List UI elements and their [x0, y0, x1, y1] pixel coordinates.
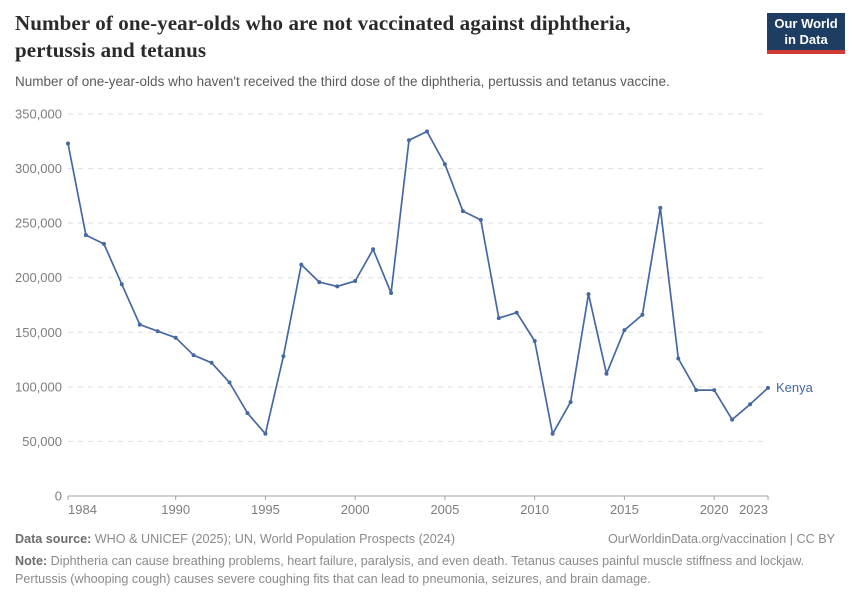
x-axis-tick-label: 2005	[430, 502, 459, 517]
data-point[interactable]	[694, 388, 699, 393]
data-point[interactable]	[676, 356, 681, 361]
data-point[interactable]	[371, 247, 376, 252]
data-point[interactable]	[730, 417, 735, 422]
data-point[interactable]	[766, 385, 770, 390]
y-axis-tick-label: 150,000	[15, 325, 62, 340]
x-axis-tick-label: 2010	[520, 502, 549, 517]
y-axis-tick-label: 300,000	[15, 161, 62, 176]
data-point[interactable]	[353, 279, 358, 283]
data-source-label: Data source:	[15, 532, 92, 546]
page-title-line1: Number of one-year-olds who are not vacc…	[15, 11, 631, 35]
data-point[interactable]	[66, 141, 70, 146]
data-point[interactable]	[281, 354, 286, 359]
note-label: Note:	[15, 553, 48, 568]
data-point[interactable]	[119, 282, 124, 287]
x-axis-tick-label: 1990	[161, 502, 190, 517]
data-point[interactable]	[407, 138, 411, 143]
page-title-line2: pertussis and tetanus	[15, 37, 207, 62]
data-point[interactable]	[245, 411, 250, 416]
data-source: Data source: WHO & UNICEF (2025); UN, Wo…	[15, 531, 455, 549]
attribution-link[interactable]: OurWorldinData.org/vaccination | CC BY	[607, 532, 835, 546]
data-point[interactable]	[263, 431, 268, 436]
data-point[interactable]	[478, 217, 483, 222]
data-point[interactable]	[83, 233, 88, 238]
y-axis-tick-label: 200,000	[15, 270, 62, 285]
x-axis-tick-label: 1984	[68, 502, 97, 517]
data-point[interactable]	[101, 241, 106, 246]
data-point[interactable]	[442, 162, 447, 167]
chart-footer: Data source: WHO & UNICEF (2025); UN, Wo…	[15, 531, 835, 589]
note-text: Diphtheria can cause breathing problems,…	[15, 553, 805, 586]
data-point[interactable]	[712, 388, 717, 393]
data-point[interactable]	[209, 360, 214, 365]
data-source-text: WHO & UNICEF (2025); UN, World Populatio…	[91, 532, 456, 546]
data-point[interactable]	[568, 400, 573, 405]
data-point[interactable]	[550, 431, 555, 436]
x-axis-tick-label: 2000	[341, 502, 370, 517]
owid-logo-line1: Our World	[774, 16, 838, 31]
data-point[interactable]	[137, 322, 142, 327]
data-point[interactable]	[532, 339, 537, 343]
data-point[interactable]	[514, 310, 519, 315]
x-axis-tick-label: 1995	[251, 502, 280, 517]
x-axis-tick-label: 2023	[739, 502, 768, 517]
series-line[interactable]	[67, 130, 769, 435]
data-point[interactable]	[496, 316, 501, 321]
data-point[interactable]	[586, 292, 591, 297]
data-point[interactable]	[299, 262, 304, 267]
x-axis-tick-label: 2015	[610, 502, 639, 517]
data-point[interactable]	[389, 291, 394, 295]
y-axis-tick-label: 50,000	[22, 434, 62, 449]
data-point[interactable]	[748, 402, 753, 407]
chart-note: Note: Diphtheria can cause breathing pro…	[15, 553, 835, 589]
y-axis-tick-label: 100,000	[15, 379, 62, 394]
y-axis-tick-label: 350,000	[15, 107, 62, 122]
data-point[interactable]	[227, 380, 232, 385]
data-point[interactable]	[640, 312, 645, 317]
data-point[interactable]	[425, 129, 429, 134]
data-point[interactable]	[460, 209, 465, 214]
data-point[interactable]	[155, 329, 160, 334]
chart-subtitle: Number of one-year-olds who haven't rece…	[15, 74, 670, 89]
data-point[interactable]	[173, 335, 178, 340]
data-point[interactable]	[191, 353, 196, 358]
data-point[interactable]	[622, 328, 627, 333]
y-axis-tick-label: 250,000	[15, 216, 62, 231]
line-chart[interactable]: 0 50,000 100,000 150,000 200,000 250,000 300,0…	[0, 0, 850, 530]
x-axis-tick-label: 2020	[700, 502, 729, 517]
owid-logo-line2: in Data	[784, 32, 828, 47]
page-title: Number of one-year-olds who are not vacc…	[15, 10, 755, 63]
owid-logo[interactable]: Our World in Data	[767, 13, 845, 54]
chart-header: Number of one-year-olds who are not vacc…	[15, 10, 755, 63]
data-point[interactable]	[658, 205, 663, 210]
series-label: Kenya	[776, 380, 814, 395]
data-point[interactable]	[335, 284, 340, 289]
y-axis-tick-label: 0	[55, 489, 62, 504]
data-point[interactable]	[317, 280, 322, 285]
data-point[interactable]	[604, 371, 609, 376]
